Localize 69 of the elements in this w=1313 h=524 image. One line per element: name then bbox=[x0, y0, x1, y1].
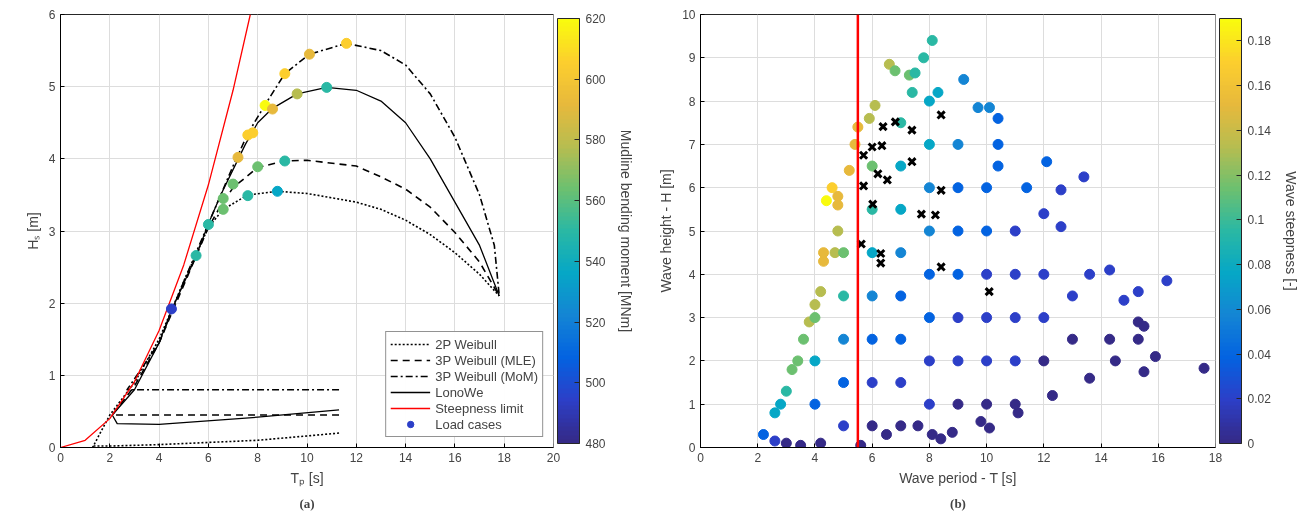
legend-label: 3P Weibull (MLE) bbox=[435, 352, 536, 368]
color-bar-label: 0.1 bbox=[1247, 213, 1265, 228]
y-tick-label: 3 bbox=[688, 311, 696, 326]
color-bar-label: 520 bbox=[585, 315, 606, 330]
y-tick-label: 2 bbox=[48, 296, 56, 311]
color-bar-title: Mudline bending moment [MNm] bbox=[617, 129, 634, 333]
y-tick-label: 5 bbox=[48, 80, 56, 95]
y-tick-label: 9 bbox=[688, 51, 696, 66]
legend-label: 2P Weibull bbox=[435, 336, 497, 352]
color-bar-title: Wave steepness [-] bbox=[1282, 171, 1299, 291]
x-tick-label: 20 bbox=[546, 450, 561, 465]
x-tick-label: 16 bbox=[448, 450, 462, 465]
color-bar-label: 0.04 bbox=[1247, 347, 1272, 362]
x-tick-label: 2 bbox=[106, 450, 114, 465]
text: (a) bbox=[299, 495, 315, 511]
y-axis-title: Hₛ [m] bbox=[24, 212, 41, 250]
color-bar-label: 0.12 bbox=[1247, 168, 1272, 183]
text: (b) bbox=[950, 495, 966, 511]
y-tick-label: 1 bbox=[688, 397, 696, 412]
x-axis-title: Tₚ [s] bbox=[290, 469, 324, 487]
color-bar-label: 540 bbox=[585, 254, 606, 269]
y-tick-label: 8 bbox=[688, 94, 696, 109]
x-tick-label: 4 bbox=[155, 450, 163, 465]
y-axis-title: Wave height - H [m] bbox=[658, 169, 675, 293]
y-tick-label: 3 bbox=[48, 224, 56, 239]
x-tick-label: 8 bbox=[926, 450, 934, 465]
color-bar-label: 620 bbox=[585, 12, 606, 26]
legend-label: Load cases bbox=[435, 416, 502, 432]
color-bar-label: 560 bbox=[585, 194, 606, 209]
legend-label: 3P Weibull (MoM) bbox=[435, 368, 538, 384]
color-bar-label: 0.08 bbox=[1247, 258, 1272, 273]
x-tick-label: 4 bbox=[811, 450, 819, 465]
x-tick-label: 10 bbox=[979, 450, 994, 465]
y-tick-label: 4 bbox=[688, 267, 696, 282]
x-tick-label: 2 bbox=[754, 450, 762, 465]
y-tick-label: 6 bbox=[48, 8, 56, 22]
color-bar-label: 0 bbox=[1247, 437, 1255, 451]
x-tick-label: 6 bbox=[868, 450, 876, 465]
y-tick-label: 10 bbox=[682, 8, 696, 22]
x-tick-label: 12 bbox=[1037, 450, 1051, 465]
x-tick-label: 16 bbox=[1151, 450, 1166, 465]
color-bar-label: 0.06 bbox=[1247, 302, 1272, 317]
y-tick-label: 6 bbox=[688, 181, 696, 196]
y-tick-label: 2 bbox=[688, 354, 696, 369]
x-tick-label: 14 bbox=[398, 450, 413, 465]
x-tick-label: 10 bbox=[300, 450, 314, 465]
color-bar-label: 600 bbox=[585, 72, 606, 87]
y-tick-label: 0 bbox=[48, 441, 56, 455]
x-tick-label: 14 bbox=[1094, 450, 1109, 465]
y-tick-label: 5 bbox=[688, 224, 696, 239]
x-tick-label: 12 bbox=[349, 450, 364, 465]
x-axis-title: Wave period - T [s] bbox=[899, 469, 1017, 486]
legend-label: Steepness limit bbox=[435, 400, 524, 416]
color-bar-label: 0.02 bbox=[1247, 392, 1272, 407]
color-bar-label: 500 bbox=[585, 376, 606, 391]
legend-label: LonoWe bbox=[435, 384, 484, 400]
color-bar-label: 580 bbox=[585, 133, 606, 148]
y-tick-label: 1 bbox=[48, 368, 56, 383]
color-bar-label: 0.14 bbox=[1247, 123, 1272, 138]
y-tick-label: 0 bbox=[688, 441, 696, 455]
color-bar-label: 480 bbox=[585, 437, 606, 451]
x-tick-label: 8 bbox=[254, 450, 262, 465]
x-tick-label: 6 bbox=[205, 450, 213, 465]
x-tick-label: 18 bbox=[1208, 450, 1223, 465]
x-tick-label: 18 bbox=[497, 450, 512, 465]
y-tick-label: 4 bbox=[48, 152, 56, 167]
y-tick-label: 7 bbox=[688, 137, 696, 152]
color-bar-label: 0.18 bbox=[1247, 34, 1272, 49]
color-bar-label: 0.16 bbox=[1247, 79, 1272, 94]
